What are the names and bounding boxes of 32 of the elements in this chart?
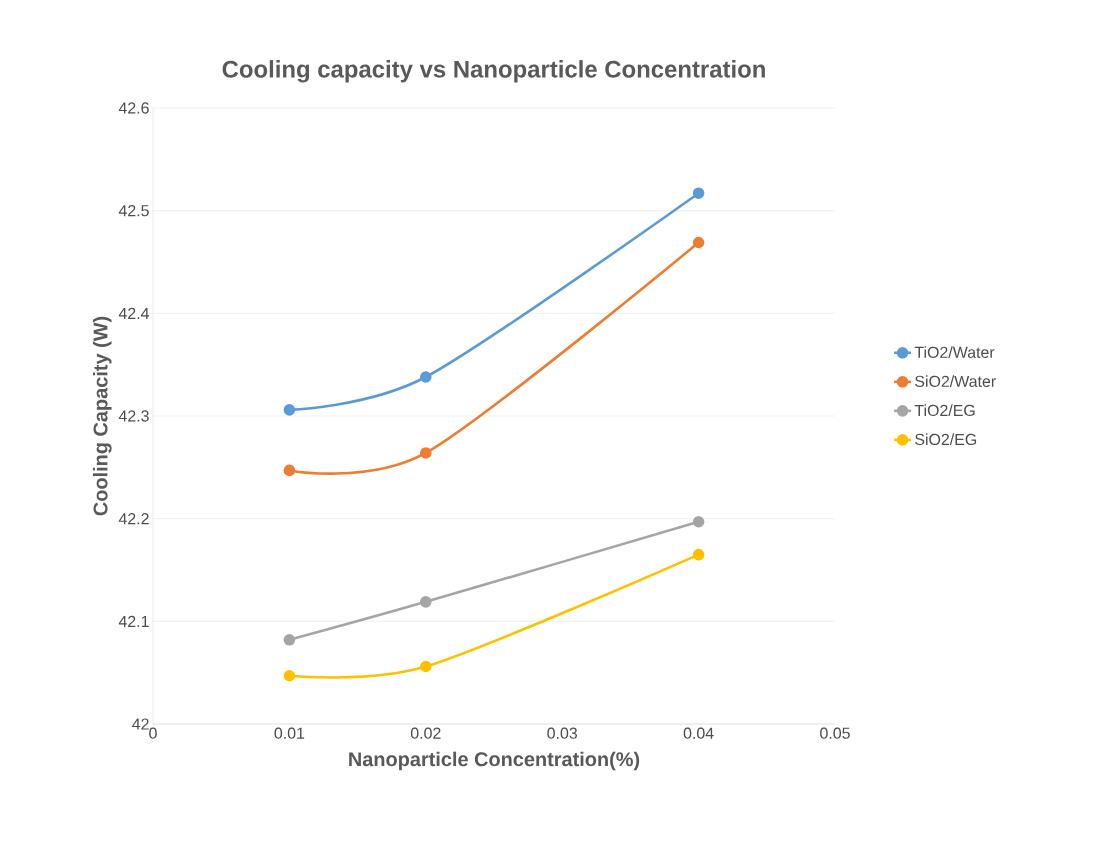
- point: [420, 596, 432, 608]
- y-tick-label: 42: [132, 718, 149, 730]
- point: [420, 447, 432, 459]
- point: [692, 187, 705, 200]
- point: [420, 371, 432, 383]
- x-tick-label: 0.02: [410, 727, 441, 739]
- x-tick-label: 0.04: [683, 727, 714, 739]
- x-tick-label: 0.03: [547, 727, 578, 739]
- y-tick-label: 42.6: [118, 102, 149, 114]
- x-tick-label: 0.01: [274, 727, 305, 739]
- y-tick-label: 42.2: [118, 513, 149, 525]
- chart-title: Cooling capacity vs Nanoparticle Concentration: [222, 60, 765, 83]
- legend-label: SiO2/EG: [915, 433, 977, 446]
- point: [692, 236, 705, 249]
- y-tick-label: 42.3: [118, 410, 149, 422]
- point: [692, 548, 705, 561]
- point: [283, 464, 296, 477]
- point: [420, 660, 432, 673]
- point: [283, 669, 296, 682]
- y-tick-label: 42.5: [118, 205, 149, 217]
- x-tick-label: 0: [149, 727, 157, 739]
- legend-label: TiO2/EG: [914, 404, 975, 417]
- y-tick-label: 42.4: [118, 307, 149, 319]
- point: [692, 515, 705, 528]
- point: [283, 634, 296, 646]
- legend-label: TiO2/Water: [914, 346, 995, 358]
- x-tick-label: 0.05: [820, 727, 850, 739]
- x-axis-title: Nanoparticle Concentration(%): [349, 751, 640, 771]
- point: [283, 404, 296, 416]
- y-axis-title: Cooling Capacity (W): [92, 316, 112, 516]
- legend-label: SiO2/Water: [915, 375, 996, 388]
- y-tick-label: 42.1: [118, 615, 149, 627]
